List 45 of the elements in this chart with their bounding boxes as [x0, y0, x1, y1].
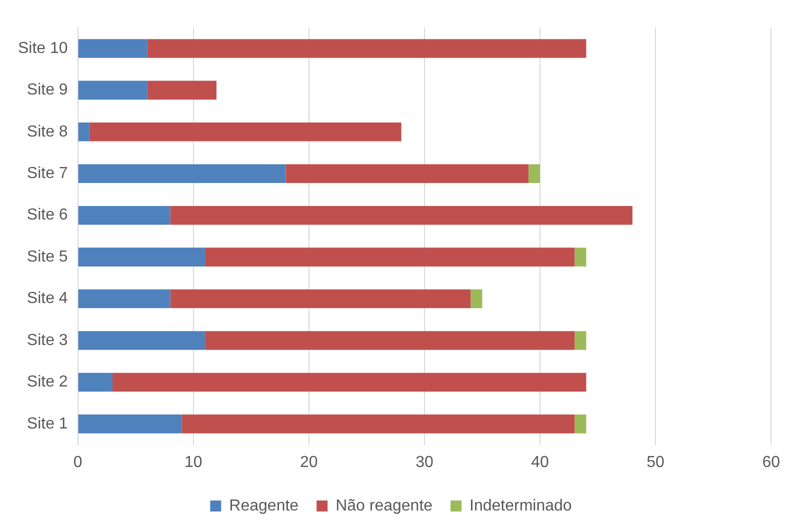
bar [528, 164, 540, 184]
bar [147, 80, 216, 100]
bar [89, 122, 402, 142]
legend-label: Indeterminado [470, 497, 572, 514]
bar [78, 80, 148, 100]
y-tick-label: Site 3 [26, 332, 68, 349]
y-tick-label: Site 4 [26, 290, 68, 308]
y-tick-label: Site 9 [26, 82, 68, 99]
bar [78, 331, 205, 350]
x-tick-label: 10 [184, 454, 202, 471]
bar [147, 39, 586, 58]
x-tick-label: 60 [762, 454, 780, 471]
bar [78, 39, 148, 58]
bar [112, 372, 586, 392]
bar [182, 414, 575, 434]
bar [170, 206, 632, 225]
y-tick-label: Site 5 [26, 248, 68, 266]
bar [78, 206, 170, 225]
x-tick-label: 20 [300, 454, 318, 471]
y-tick-label: Site 2 [26, 374, 68, 391]
bar [78, 372, 112, 392]
bar [78, 414, 182, 434]
x-tick-label: 50 [646, 454, 665, 471]
x-tick-label: 30 [416, 454, 434, 471]
y-tick-label: Site 8 [26, 123, 68, 140]
y-tick-label: Site 7 [26, 165, 68, 182]
bar [170, 289, 471, 308]
legend-label: Reagente [229, 497, 299, 514]
bar [204, 248, 575, 266]
bar [204, 331, 575, 350]
x-tick-label: 40 [531, 454, 550, 471]
legend-label: Não reagente [336, 497, 433, 514]
bar [574, 248, 586, 266]
bar [78, 248, 205, 266]
bar [78, 289, 170, 308]
bar [470, 289, 482, 308]
bar [286, 164, 528, 184]
y-tick-label: Site 10 [18, 40, 68, 57]
x-tick-label: 0 [73, 454, 82, 471]
bar [574, 331, 586, 350]
y-tick-label: Site 1 [26, 415, 68, 432]
bar [574, 414, 586, 434]
y-tick-label: Site 6 [26, 206, 68, 224]
bar [78, 164, 286, 184]
bar [78, 122, 90, 142]
